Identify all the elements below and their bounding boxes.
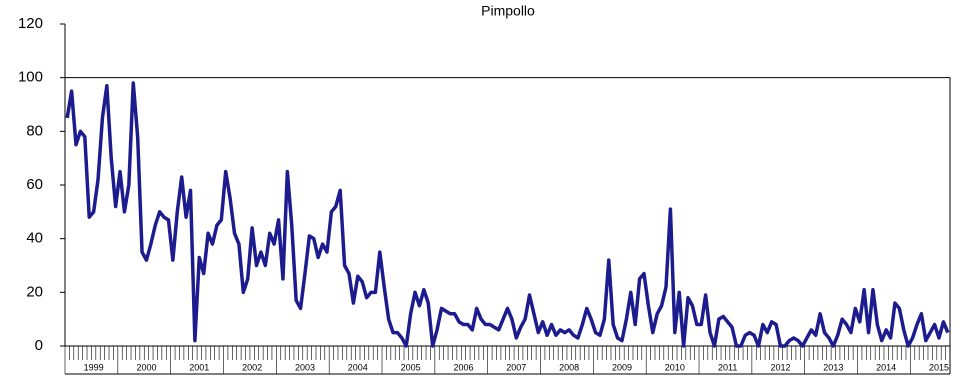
x-tick-label: 2006 (453, 362, 473, 372)
x-tick-label: 2008 (559, 362, 579, 372)
x-tick-label: 2015 (929, 362, 949, 372)
x-tick-label: 2005 (401, 362, 421, 372)
x-tick-label: 2014 (876, 362, 896, 372)
y-tick-label: 60 (26, 176, 43, 193)
x-tick-label: 2013 (823, 362, 843, 372)
x-tick-label: 2004 (348, 362, 368, 372)
y-tick-label: 0 (35, 337, 43, 354)
y-tick-label: 120 (18, 15, 43, 32)
x-tick-label: 2012 (770, 362, 790, 372)
x-tick-label: 2000 (136, 362, 156, 372)
x-tick-label: 1999 (84, 362, 104, 372)
data-line (65, 81, 950, 348)
y-tick-label: 40 (26, 230, 43, 247)
y-tick-label: 80 (26, 122, 43, 139)
x-tick-label: 2010 (665, 362, 685, 372)
chart-title: Pimpollo (481, 3, 535, 19)
x-tick-label: 2007 (506, 362, 526, 372)
x-tick-label: 2001 (189, 362, 209, 372)
x-tick-label: 2011 (718, 362, 737, 372)
x-tick-label: 2003 (295, 362, 315, 372)
y-tick-label: 100 (18, 69, 43, 86)
y-tick-label: 20 (26, 283, 43, 300)
x-tick-label: 2009 (612, 362, 632, 372)
x-tick-label: 2002 (242, 362, 262, 372)
